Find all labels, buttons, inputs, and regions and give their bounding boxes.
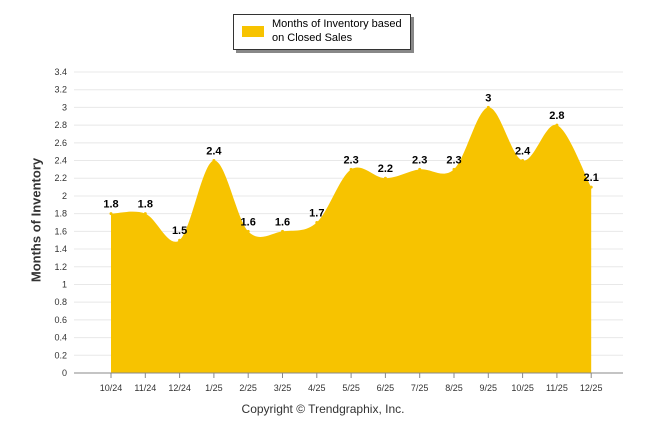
y-tick-label: 0 — [62, 368, 67, 378]
data-point — [452, 167, 456, 171]
y-tick-label: 1.6 — [54, 226, 67, 236]
data-label: 1.6 — [275, 216, 290, 228]
data-label: 2.1 — [584, 172, 599, 184]
y-axis-label: Months of Inventory — [28, 157, 44, 283]
x-tick-label: 12/24 — [168, 383, 191, 393]
y-tick-label: 2.4 — [54, 156, 67, 166]
data-label: 2.4 — [206, 146, 222, 158]
data-label: 2.3 — [343, 154, 358, 166]
data-point — [212, 159, 216, 163]
y-tick-label: 3.4 — [54, 67, 67, 77]
data-point — [486, 105, 490, 109]
x-tick-label: 2/25 — [239, 383, 257, 393]
data-point — [383, 176, 387, 180]
y-tick-label: 0.6 — [54, 315, 67, 325]
data-point — [246, 229, 250, 233]
data-label: 2.3 — [412, 154, 427, 166]
data-label: 1.5 — [172, 225, 187, 237]
legend-swatch — [242, 26, 264, 37]
y-tick-label: 1.2 — [54, 262, 67, 272]
y-tick-label: 1.4 — [54, 244, 67, 254]
y-tick-label: 3.2 — [54, 85, 67, 95]
y-tick-label: 2 — [62, 191, 67, 201]
legend-label: Months of Inventory based on Closed Sale… — [272, 18, 402, 44]
legend: Months of Inventory based on Closed Sale… — [233, 14, 411, 50]
y-tick-label: 2.8 — [54, 120, 67, 130]
x-tick-label: 3/25 — [274, 383, 292, 393]
x-tick-label: 5/25 — [342, 383, 360, 393]
y-tick-label: 1.8 — [54, 209, 67, 219]
x-tick-label: 10/24 — [100, 383, 123, 393]
x-tick-label: 11/24 — [134, 383, 156, 393]
data-point — [281, 229, 284, 233]
data-label: 2.4 — [515, 146, 531, 158]
data-point — [109, 212, 113, 216]
data-point — [418, 167, 422, 171]
data-label: 3 — [485, 92, 491, 104]
x-tick-label: 12/25 — [580, 383, 603, 393]
data-label: 2.8 — [549, 110, 564, 122]
data-label: 1.6 — [241, 216, 256, 228]
series-area — [111, 107, 592, 374]
y-tick-label: 0.4 — [54, 333, 67, 343]
data-point — [589, 185, 593, 189]
data-point — [143, 212, 147, 216]
y-tick-label: 0.2 — [54, 350, 67, 360]
y-tick-label: 2.6 — [54, 138, 67, 148]
data-label: 2.3 — [446, 154, 461, 166]
x-tick-label: 6/25 — [377, 383, 395, 393]
data-label: 1.8 — [138, 199, 153, 211]
x-tick-label: 11/25 — [546, 383, 568, 393]
data-label: 1.8 — [103, 199, 118, 211]
data-point — [349, 167, 353, 171]
y-tick-label: 3 — [62, 102, 67, 112]
y-tick-label: 2.2 — [54, 173, 67, 183]
y-tick-label: 0.8 — [54, 297, 67, 307]
x-tick-label: 8/25 — [445, 383, 463, 393]
data-point — [315, 221, 319, 224]
x-tick-label: 9/25 — [480, 383, 498, 393]
x-tick-label: 10/25 — [511, 383, 534, 393]
x-tick-label: 4/25 — [308, 383, 326, 393]
data-point — [555, 123, 559, 127]
data-point — [521, 159, 525, 163]
x-tick-label: 1/25 — [205, 383, 223, 393]
x-tick-label: 7/25 — [411, 383, 429, 393]
data-point — [178, 238, 182, 242]
data-label: 2.2 — [378, 163, 393, 175]
data-label: 1.7 — [309, 208, 324, 220]
y-tick-label: 1 — [62, 279, 67, 289]
copyright-text: Copyright © Trendgraphix, Inc. — [241, 402, 405, 416]
